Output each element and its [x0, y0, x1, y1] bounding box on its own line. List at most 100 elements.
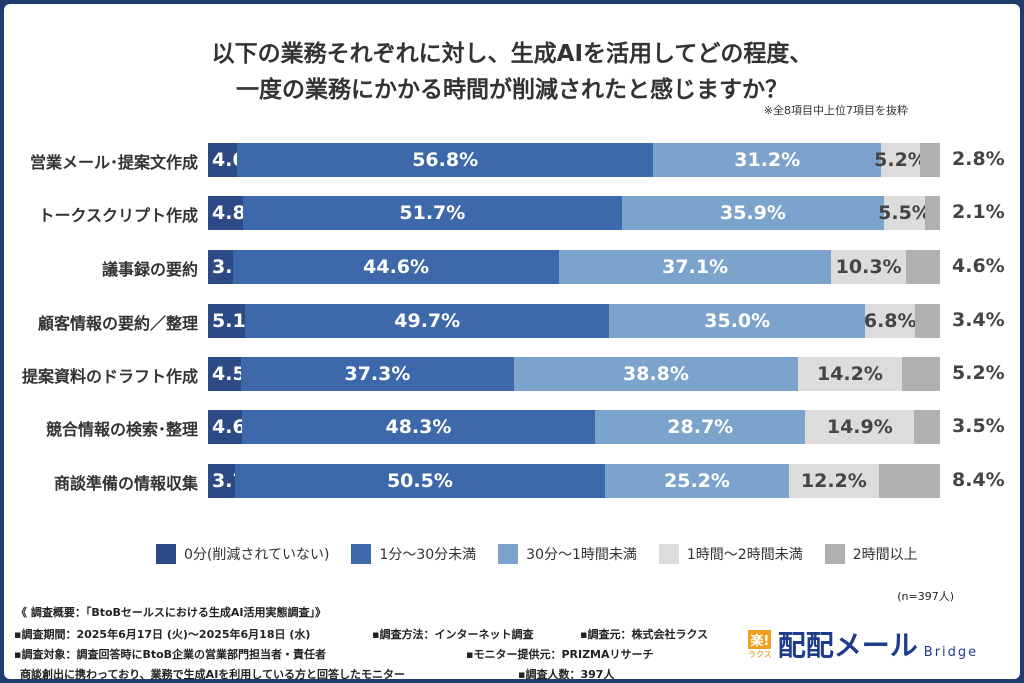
category-label: 競合情報の検索･整理	[45, 420, 198, 439]
legend-item: 1分～30分未満	[351, 544, 476, 564]
logo-suffix: Bridge	[923, 645, 979, 660]
legend-item: 1時間～2時間未満	[658, 544, 803, 564]
bar-segment: 25.2%	[604, 464, 790, 498]
bar-segment: 50.5%	[235, 464, 605, 498]
bar-segment: 31.2%	[653, 143, 882, 177]
legend-swatch	[156, 544, 176, 564]
data-label: 8.4%	[952, 469, 1005, 491]
bar-segment: 37.3%	[240, 357, 514, 391]
data-label: 5.5%	[878, 202, 931, 224]
data-label: 14.9%	[826, 416, 893, 438]
data-label: 14.2%	[816, 363, 883, 385]
bar-segment: 12.2%	[789, 464, 879, 498]
footer-period: ▪調査期間：2025年6月17日 (火)～2025年6月18日 (水)	[14, 628, 311, 641]
data-label: 5.2%	[874, 149, 927, 171]
data-label: 6.8%	[863, 310, 917, 332]
bar-segment: 14.2%	[797, 357, 902, 391]
logo: 楽! ラクス 配配メール Bridge	[748, 630, 978, 660]
category-label: 議事録の要約	[101, 260, 198, 279]
legend-item: 0分(削減されていない)	[156, 544, 329, 564]
footer-monitor: ▪モニター提供元：PRIZMAリサーチ	[466, 648, 654, 661]
chart-title-line1: 以下の業務それぞれに対し、生成AIを活用してどの程度、	[211, 41, 813, 67]
footer-count: ▪調査人数：397人	[518, 668, 615, 681]
category-label: 商談準備の情報収集	[53, 474, 198, 493]
bar-segment	[919, 143, 940, 177]
footer-target2: 商談創出に携わっており、業務で生成AIを利用している方と回答したモニター	[20, 668, 405, 681]
bar-segment: 6.8%	[863, 304, 917, 338]
bar-segment: 4.8%	[208, 196, 265, 230]
bar-segment	[906, 250, 940, 284]
data-label: 5.2%	[952, 362, 1005, 384]
legend-label: 0分(削減されていない)	[184, 547, 330, 563]
chart-title-line2: 一度の業務にかかる時間が削減されたと感じますか？	[236, 77, 788, 103]
data-label: 35.9%	[720, 202, 786, 224]
bar-segment	[914, 410, 940, 444]
bar-segment: 4.6%	[208, 410, 265, 444]
data-label: 31.2%	[734, 149, 801, 171]
legend-label: 2時間以上	[852, 547, 918, 563]
bar-segment: 56.8%	[237, 143, 654, 177]
data-label: 49.7%	[394, 310, 461, 332]
bar-segment	[924, 196, 940, 230]
data-label: 44.6%	[363, 256, 430, 278]
sample-size: (n=397人)	[897, 590, 954, 603]
footer-source: ▪調査元：株式会社ラクス	[580, 628, 709, 641]
data-label: 2.1%	[952, 201, 1005, 223]
bar-segment: 51.7%	[243, 196, 622, 230]
bar-segment	[915, 304, 940, 338]
bar-segment: 5.5%	[878, 196, 931, 230]
data-label: 50.5%	[386, 470, 453, 492]
bar-segment: 4.0%	[208, 143, 265, 177]
bar-segment: 35.9%	[621, 196, 885, 230]
footer-method: ▪調査方法：インターネット調査	[372, 628, 534, 641]
data-label: 28.7%	[667, 416, 734, 438]
data-label: 37.1%	[662, 256, 729, 278]
chart-note: ※全8項目中上位7項目を抜粋	[763, 104, 908, 117]
bar-segment	[878, 464, 940, 498]
bar-segment: 48.3%	[241, 410, 596, 444]
data-label: 3.4%	[952, 309, 1005, 331]
data-label: 4.6%	[952, 255, 1005, 277]
data-label: 35.0%	[704, 310, 771, 332]
legend-swatch	[824, 544, 845, 564]
bar-segment: 5.1%	[208, 304, 265, 338]
legend-swatch	[658, 544, 679, 564]
legend-label: 30分～1時間未満	[526, 547, 637, 563]
data-label: 38.8%	[623, 363, 689, 385]
data-label: 25.2%	[664, 470, 730, 492]
data-label: 3.5%	[952, 415, 1005, 437]
category-label: 営業メール･提案文作成	[29, 153, 198, 172]
logo-name: 配配メール	[777, 629, 918, 662]
bar-segment	[901, 357, 940, 391]
data-label: 37.3%	[344, 363, 411, 385]
category-label: 顧客情報の要約／整理	[37, 314, 198, 333]
bar-segment: 44.6%	[232, 250, 560, 284]
bar-segment: 38.8%	[513, 357, 798, 391]
footer-target: ▪調査対象：調査回答時にBtoB企業の営業部門担当者・責任者	[14, 648, 327, 661]
bar-segment: 35.0%	[609, 304, 866, 338]
data-label: 51.7%	[399, 202, 466, 224]
data-label: 2.8%	[952, 148, 1005, 170]
legend: 0分(削減されていない) 1分～30分未満 30分～1時間未満 1時間～2時間未満 2時…	[156, 544, 918, 564]
bar-segment: 28.7%	[595, 410, 806, 444]
category-label: トークスクリプト作成	[38, 206, 198, 225]
bar-segment: 4.5%	[208, 357, 265, 391]
legend-swatch	[351, 544, 372, 564]
data-label: 10.3%	[835, 256, 902, 278]
data-label: 48.3%	[385, 416, 452, 438]
bar-segment: 49.7%	[245, 304, 610, 338]
chart-frame: 以下の業務それぞれに対し、生成AIを活用してどの程度、 一度の業務にかかる時間が…	[4, 4, 1020, 681]
bar-segment: 14.9%	[805, 410, 915, 444]
bar-segment: 3.4%	[208, 250, 265, 284]
logo-mark: 楽!	[748, 630, 772, 649]
logo-mark-sub: ラクス	[748, 650, 772, 659]
data-label: 56.8%	[412, 149, 479, 171]
data-label: 12.2%	[800, 470, 867, 492]
legend-swatch	[498, 544, 519, 564]
legend-label: 1時間～2時間未満	[686, 547, 803, 563]
bar-segment: 10.3%	[830, 250, 907, 284]
category-label: 提案資料のドラフト作成	[21, 367, 198, 386]
footer-summary: 《 調査概要：「BtoBセールスにおける生成AI活用実態調査」》	[16, 606, 327, 619]
legend-item: 30分～1時間未満	[498, 544, 637, 564]
legend-label: 1分～30分未満	[379, 547, 477, 563]
